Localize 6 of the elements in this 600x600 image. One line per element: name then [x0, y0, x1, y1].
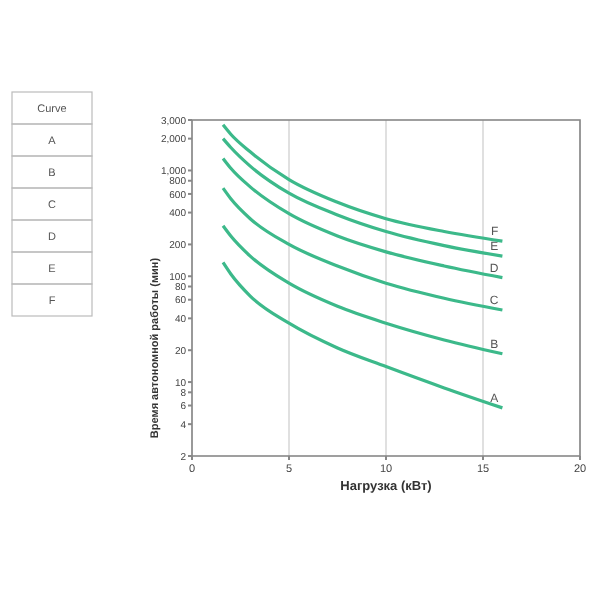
line-series: [221, 156, 504, 280]
line-series: [221, 186, 504, 312]
line-series: [221, 260, 504, 410]
line-series: [221, 224, 504, 356]
line-series: [221, 123, 504, 243]
line-series: [221, 137, 504, 258]
